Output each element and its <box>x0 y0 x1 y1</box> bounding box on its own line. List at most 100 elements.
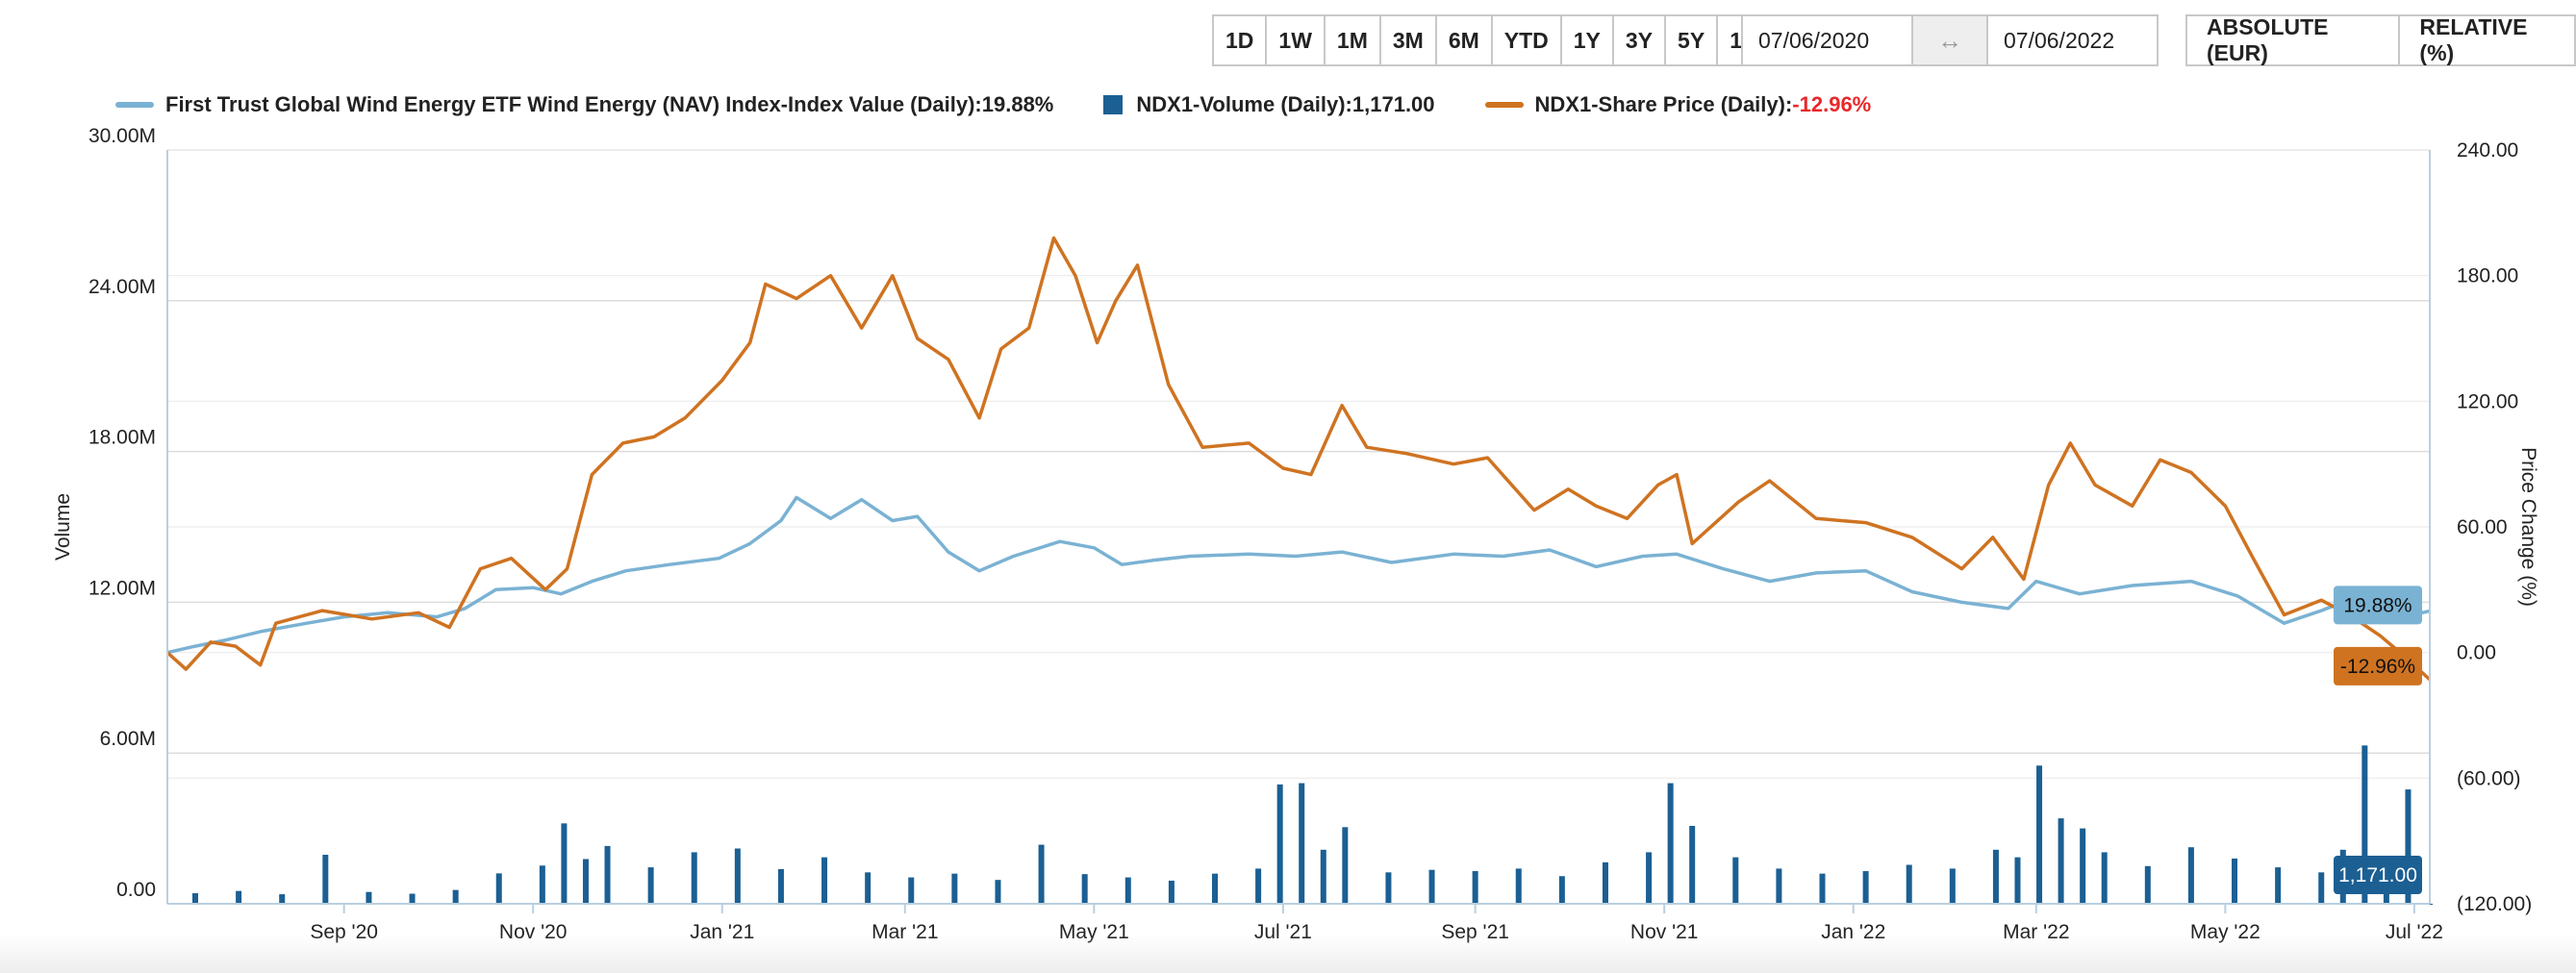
volume-bar <box>1602 861 1608 904</box>
volume-bar <box>1732 857 1739 904</box>
share-price-line <box>165 236 2432 682</box>
volume-bar <box>495 873 502 904</box>
volume-bar <box>1689 825 1696 904</box>
volume-end-badge-bg <box>2334 856 2422 894</box>
relative-mode-button[interactable]: RELATIVE (%) <box>2398 14 2574 65</box>
mode-toggle: ABSOLUTE (EUR) RELATIVE (%) <box>2185 14 2576 66</box>
volume-bar <box>2036 765 2043 904</box>
volume-bar <box>1320 849 1326 904</box>
x-axis-tick-label: Jan '21 <box>690 921 754 943</box>
legend-label-volume: NDX1-Volume (Daily): <box>1136 92 1352 116</box>
volume-bar <box>2318 872 2325 904</box>
left-axis-tick-label: 24.00M <box>88 276 156 298</box>
volume-bar <box>1385 872 1392 904</box>
volume-bar <box>1212 873 1219 904</box>
price-end-badge: -12.96% <box>2340 656 2415 678</box>
volume-bar <box>2101 852 2108 904</box>
volume-bar <box>1515 868 1522 904</box>
volume-bars <box>191 745 2433 905</box>
left-axis-tick-label: 18.00M <box>88 427 156 449</box>
range-ytd-button[interactable]: YTD <box>1492 16 1562 64</box>
legend-swatch-price <box>1484 102 1524 108</box>
x-axis-tick-label: Sep '20 <box>310 921 378 943</box>
range-1w-button[interactable]: 1W <box>1267 16 1326 64</box>
volume-bar <box>1276 784 1283 904</box>
wind-end-badge-bg <box>2334 586 2422 625</box>
date-range-picker: ↔ <box>1741 14 2159 66</box>
volume-bar <box>539 865 545 904</box>
legend-item-wind[interactable]: First Trust Global Wind Energy ETF Wind … <box>115 92 1053 117</box>
volume-bar <box>582 859 589 904</box>
legend-value-price: -12.96% <box>1792 92 1872 116</box>
volume-bar <box>995 880 1001 904</box>
x-axis-tick-label: Jan '22 <box>1821 921 1885 943</box>
volume-bar <box>604 845 611 904</box>
volume-bar <box>2405 789 2412 904</box>
volume-bar <box>2232 858 2238 904</box>
volume-bar <box>2144 865 2151 904</box>
range-3y-button[interactable]: 3Y <box>1613 16 1667 64</box>
volume-bar <box>279 894 286 904</box>
right-axis-title: Price Change (%) <box>2517 447 2539 607</box>
right-axis-tick-label: (120.00) <box>2457 893 2532 915</box>
right-axis-tick-label: 120.00 <box>2457 390 2518 412</box>
price-end-badge-bg <box>2334 646 2422 686</box>
left-axis-tick-label: 0.00 <box>116 879 156 901</box>
x-axis-tick-label: Jul '21 <box>1254 921 1312 943</box>
volume-bar <box>2058 818 2064 904</box>
wind-end-badge: 19.88% <box>2343 594 2412 616</box>
wind-index-line <box>166 495 2431 655</box>
arrow-left-right-icon: ↔ <box>1911 16 1988 64</box>
x-axis-tick-label: Nov '20 <box>499 921 568 943</box>
volume-bar <box>1906 864 1912 904</box>
range-6m-button[interactable]: 6M <box>1436 16 1493 64</box>
volume-bar <box>908 877 915 904</box>
volume-bar <box>236 890 242 904</box>
date-to-input[interactable] <box>1988 16 2157 64</box>
right-axis-tick-label: 240.00 <box>2457 139 2518 162</box>
legend-swatch-volume <box>1103 95 1124 114</box>
range-5y-button[interactable]: 5Y <box>1666 16 1719 64</box>
volume-bar <box>865 872 871 904</box>
volume-bar <box>1819 873 1826 904</box>
volume-bar <box>2187 847 2194 904</box>
volume-bar <box>1862 871 1869 904</box>
left-axis-tick-label: 12.00M <box>88 577 156 599</box>
range-3m-button[interactable]: 3M <box>1380 16 1437 64</box>
volume-bar <box>1168 880 1174 904</box>
volume-bar <box>322 855 329 904</box>
volume-bar <box>1776 868 1782 904</box>
right-axis-tick-label: (60.00) <box>2457 767 2521 789</box>
volume-bar <box>734 848 741 904</box>
legend-item-volume[interactable]: NDX1-Volume (Daily): 1,171.00 <box>1103 92 1435 117</box>
volume-bar <box>1558 876 1565 904</box>
volume-bar <box>2275 867 2282 904</box>
volume-bar <box>777 868 784 904</box>
legend-label-wind: First Trust Global Wind Energy ETF Wind … <box>165 92 982 116</box>
x-axis-tick-label: Jul '22 <box>2386 921 2443 943</box>
legend-item-price[interactable]: NDX1-Share Price (Daily): -12.96% <box>1484 92 1872 117</box>
legend-label-price: NDX1-Share Price (Daily): <box>1534 92 1793 116</box>
volume-bar <box>1255 868 1262 904</box>
x-axis-tick-label: Sep '21 <box>1441 921 1509 943</box>
absolute-mode-button[interactable]: ABSOLUTE (EUR) <box>2187 14 2399 65</box>
volume-bar <box>1342 827 1349 904</box>
volume-bar <box>2014 857 2021 904</box>
volume-bar <box>951 873 958 904</box>
volume-bar <box>1949 868 1956 904</box>
legend-value-wind: 19.88% <box>981 92 1054 116</box>
range-1d-button[interactable]: 1D <box>1214 16 1268 64</box>
range-1y-button[interactable]: 1Y <box>1561 16 1614 64</box>
legend-swatch-wind <box>115 102 154 108</box>
volume-bar <box>366 891 372 904</box>
volume-bar <box>1992 849 1999 904</box>
volume-bar <box>1646 852 1653 904</box>
date-from-input[interactable] <box>1743 16 1911 64</box>
volume-bar <box>2361 745 2368 904</box>
x-axis-tick-label: Nov '21 <box>1630 921 1699 943</box>
x-axis-tick-label: Mar '22 <box>2003 921 2069 943</box>
left-axis-title: Volume <box>52 493 74 561</box>
volume-bar <box>191 893 198 904</box>
range-1m-button[interactable]: 1M <box>1325 16 1381 64</box>
